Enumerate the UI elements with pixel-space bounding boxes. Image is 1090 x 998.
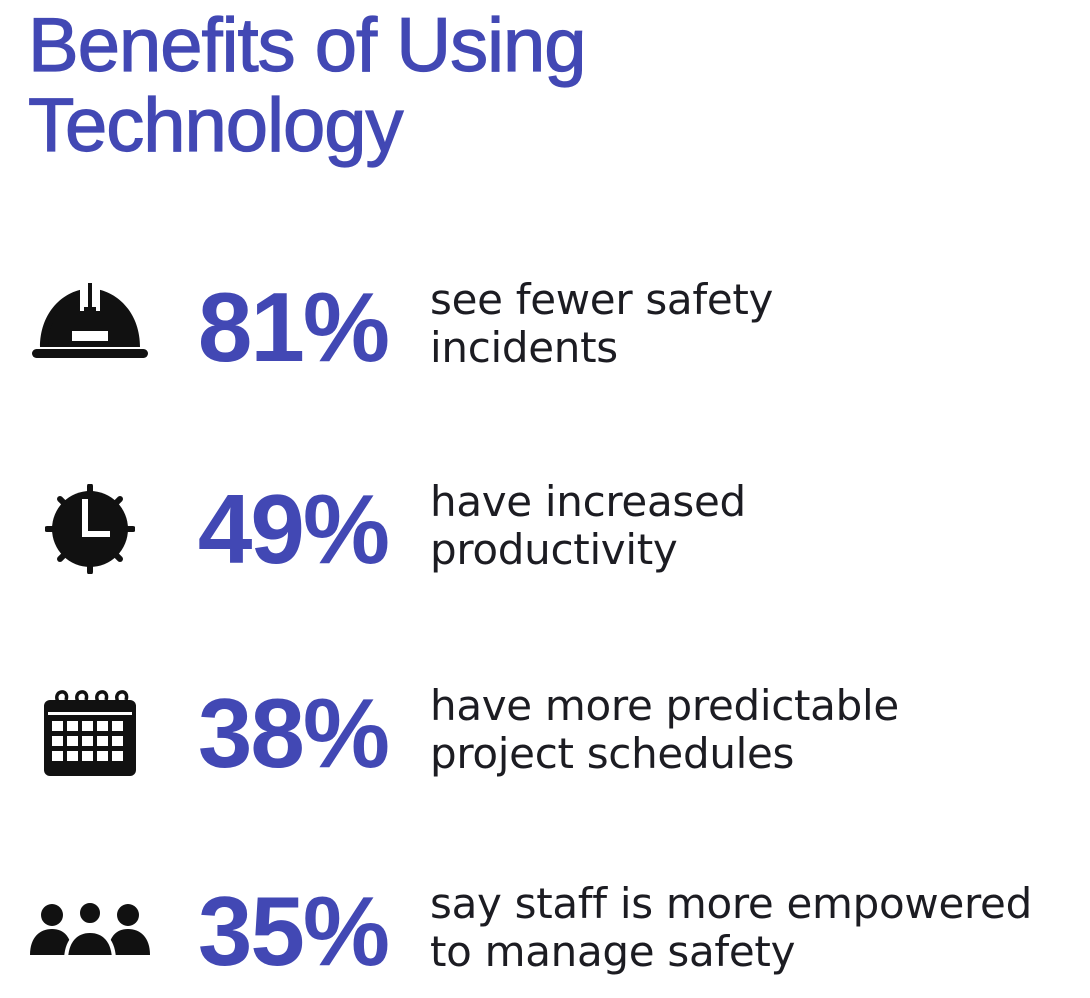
stat-description-line-1: say staff is more empowered <box>430 879 1032 928</box>
stat-value: 49% <box>197 473 390 584</box>
hard-hat-icon <box>28 272 152 382</box>
stat-row-safety: 81% see fewer safety incidents <box>0 262 1090 392</box>
stat-description-line-1: see fewer safety <box>430 275 774 324</box>
stat-description: see fewer safety incidents <box>430 276 1070 372</box>
title-line-1: Benefits of Using <box>27 3 587 88</box>
stat-description-line-2: to manage safety <box>430 927 796 976</box>
stat-description-line-2: productivity <box>430 525 678 574</box>
calendar-icon <box>28 678 152 788</box>
stat-value: 38% <box>197 677 390 788</box>
title-line-2: Technology <box>27 83 404 168</box>
stat-description: have more predictable project schedules <box>430 682 1070 778</box>
stat-value: 81% <box>197 271 390 382</box>
stat-row-productivity: 49% have increased productivity <box>0 464 1090 594</box>
page-title: Benefits of Using Technology <box>27 3 587 168</box>
stat-description: have increased productivity <box>430 478 1070 574</box>
clock-icon <box>28 474 152 584</box>
stat-description-line-2: incidents <box>430 323 618 372</box>
stat-description-line-1: have increased <box>430 477 746 526</box>
stat-row-schedules: 38% have more predictable project schedu… <box>0 668 1090 798</box>
team-icon <box>28 876 152 986</box>
stat-value: 35% <box>197 875 390 986</box>
stat-row-empowered: 35% say staff is more empowered to manag… <box>0 866 1090 996</box>
stat-description-line-1: have more predictable <box>430 681 899 730</box>
stat-description-line-2: project schedules <box>430 729 795 778</box>
stat-description: say staff is more empowered to manage sa… <box>430 880 1070 976</box>
